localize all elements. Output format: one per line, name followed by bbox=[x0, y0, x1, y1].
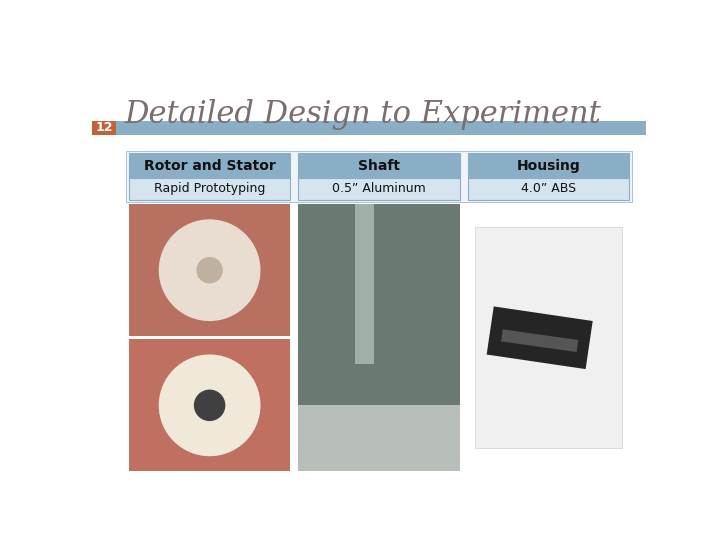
Text: Housing: Housing bbox=[516, 159, 580, 173]
Circle shape bbox=[159, 355, 260, 456]
Bar bbox=[129, 339, 290, 471]
Bar bbox=[467, 178, 629, 200]
Circle shape bbox=[194, 390, 225, 420]
Bar bbox=[117, 121, 647, 135]
Text: Shaft: Shaft bbox=[358, 159, 400, 173]
Text: 12: 12 bbox=[95, 122, 113, 134]
Bar bbox=[129, 153, 290, 178]
Text: 4.0” ABS: 4.0” ABS bbox=[521, 183, 576, 195]
Text: Detailed Design to Experiment: Detailed Design to Experiment bbox=[124, 99, 601, 131]
Circle shape bbox=[197, 258, 222, 283]
Bar bbox=[475, 227, 621, 448]
Circle shape bbox=[159, 220, 260, 320]
Bar bbox=[467, 153, 629, 178]
Text: 0.5” Aluminum: 0.5” Aluminum bbox=[332, 183, 426, 195]
Bar bbox=[298, 404, 460, 471]
Bar bbox=[298, 153, 460, 178]
Bar bbox=[355, 204, 374, 364]
Bar bbox=[127, 151, 631, 202]
Bar bbox=[92, 121, 117, 135]
Text: Rotor and Stator: Rotor and Stator bbox=[144, 159, 276, 173]
FancyArrow shape bbox=[487, 306, 593, 369]
FancyArrow shape bbox=[501, 329, 578, 352]
Bar bbox=[129, 204, 290, 336]
Text: Rapid Prototyping: Rapid Prototyping bbox=[154, 183, 265, 195]
Bar bbox=[129, 178, 290, 200]
Bar bbox=[298, 178, 460, 200]
Bar bbox=[298, 204, 460, 471]
